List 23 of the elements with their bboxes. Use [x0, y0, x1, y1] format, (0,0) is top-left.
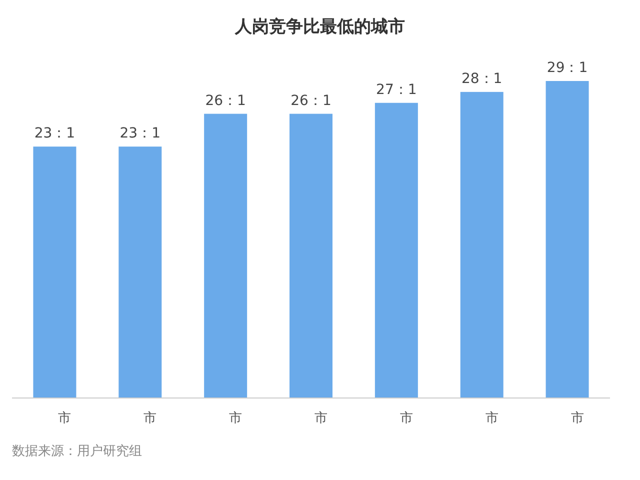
bar [290, 114, 332, 398]
data-label: 28：1 [461, 70, 502, 87]
bar [33, 146, 76, 398]
x-tick-label: 市 [314, 411, 328, 426]
bar [546, 81, 589, 398]
chart-title: 人岗竞争比最低的城市 [234, 17, 405, 37]
x-tick-label: 市 [485, 411, 498, 426]
data-label: 23：1 [120, 126, 161, 142]
data-label: 26：1 [205, 92, 246, 109]
bar [204, 114, 248, 398]
x-tick-label: 市 [58, 411, 72, 426]
bar [374, 102, 418, 398]
source-note: 数据来源：用户研究组 [12, 444, 142, 459]
data-label: 26：1 [290, 92, 332, 109]
data-label: 23：1 [34, 126, 76, 142]
data-label: 27：1 [376, 82, 417, 98]
x-tick-label: 市 [229, 411, 242, 426]
x-tick-label: 市 [570, 411, 584, 426]
bar [118, 146, 162, 398]
x-tick-label: 市 [144, 411, 157, 426]
data-label: 29：1 [546, 60, 588, 76]
bar [460, 92, 504, 398]
x-tick-label: 市 [400, 411, 413, 426]
